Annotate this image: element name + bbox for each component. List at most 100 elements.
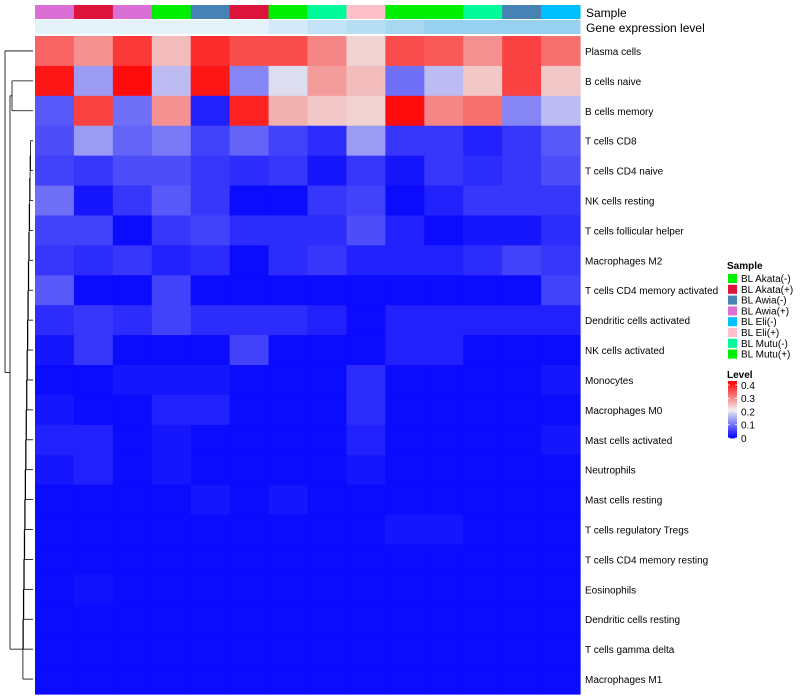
heatmap-cell <box>502 215 542 246</box>
row-label: T cells CD4 naive <box>585 167 664 178</box>
heatmap-cell <box>424 275 464 306</box>
heatmap-cell <box>151 514 192 546</box>
heatmap-cell <box>35 604 75 635</box>
row-label: Monocytes <box>585 376 633 387</box>
legend-level-gradient-step <box>728 420 737 423</box>
heatmap-cell <box>35 305 75 336</box>
heatmap-cell <box>35 484 75 516</box>
heatmap-cell <box>463 514 503 546</box>
legend-level-gradient-step <box>728 424 737 426</box>
legend-level-gradient-step <box>728 386 737 389</box>
heatmap-cell <box>385 544 425 575</box>
heatmap-cell <box>463 125 503 157</box>
heatmap-cell <box>229 484 270 516</box>
legend-level-gradient-step <box>728 406 737 408</box>
heatmap-cell <box>268 245 309 276</box>
legend-level-gradient-step <box>728 432 737 434</box>
heatmap-cell <box>73 125 114 157</box>
legend-sample-label: BL Akata(-) <box>741 274 791 285</box>
heatmap-cell <box>502 155 542 187</box>
heatmap-cell <box>229 65 270 97</box>
heatmap-cell <box>541 65 581 97</box>
heatmap-cell <box>268 484 309 516</box>
legend-level-gradient-step <box>728 431 737 433</box>
legend-level-gradient-step <box>728 404 737 407</box>
heatmap-cell <box>502 365 542 396</box>
heatmap-cell <box>346 305 386 336</box>
legend-level-gradient-step <box>728 381 737 383</box>
heatmap-cell <box>463 155 503 187</box>
gene-expression-annotation-cell <box>268 20 309 34</box>
heatmap-cell <box>424 155 464 187</box>
gene-expression-annotation-cell <box>385 20 425 34</box>
heatmap-cell <box>35 36 75 67</box>
row-label: T cells CD8 <box>585 137 637 148</box>
heatmap-cell <box>268 424 309 456</box>
heatmap-cell <box>385 125 425 157</box>
heatmap-cell <box>190 335 231 366</box>
legend-sample-label: BL Mutu(+) <box>741 350 790 361</box>
gene-expression-annotation-cell <box>190 20 231 34</box>
heatmap-cell <box>35 634 75 665</box>
heatmap-cell <box>541 245 581 276</box>
heatmap-cell <box>73 305 114 336</box>
sample-annotation-cell <box>268 5 309 19</box>
heatmap-cell <box>229 394 270 426</box>
heatmap-cell <box>190 245 231 276</box>
heatmap-cell <box>307 424 348 456</box>
heatmap-cell <box>73 365 114 396</box>
heatmap-cell <box>385 394 425 426</box>
legend-level-gradient-step <box>728 436 737 439</box>
heatmap-cell <box>35 424 75 456</box>
heatmap-cell <box>346 454 386 486</box>
heatmap-cell <box>268 394 309 426</box>
heatmap-cell <box>424 424 464 456</box>
heatmap-cell <box>385 36 425 67</box>
heatmap-cell <box>73 185 114 217</box>
heatmap-cell <box>151 95 192 127</box>
heatmap-cell <box>73 574 114 605</box>
heatmap-cell <box>190 454 231 486</box>
heatmap-cell <box>307 305 348 336</box>
heatmap-cell <box>73 65 114 97</box>
heatmap-cell <box>151 215 192 246</box>
heatmap-cell <box>385 155 425 187</box>
heatmap-cell <box>385 215 425 246</box>
heatmap-cell <box>268 275 309 306</box>
heatmap-cell <box>35 275 75 306</box>
heatmap-cell <box>346 574 386 605</box>
heatmap-cell <box>424 604 464 635</box>
row-label: B cells naive <box>585 77 642 88</box>
heatmap-cell <box>190 514 231 546</box>
heatmap-cell <box>112 245 153 276</box>
heatmap-cell <box>502 185 542 217</box>
legend-sample-label: BL Eli(+) <box>741 328 779 339</box>
legend-level-gradient-step <box>728 399 737 401</box>
heatmap-cell <box>346 604 386 635</box>
heatmap-cell <box>229 95 270 127</box>
heatmap-cell <box>35 95 75 127</box>
heatmap-cell <box>307 155 348 187</box>
heatmap-cell <box>190 215 231 246</box>
heatmap-cell <box>424 215 464 246</box>
heatmap-cell <box>541 454 581 486</box>
sample-annotation-cell <box>151 5 192 19</box>
heatmap-cell <box>35 394 75 426</box>
heatmap-cell <box>307 484 348 516</box>
heatmap-cell <box>346 335 386 366</box>
heatmap-cell <box>424 185 464 217</box>
legend-level-gradient-step <box>728 411 737 414</box>
heatmap-cell <box>229 424 270 456</box>
legend-level: Level 0.4 0.3 0.2 0.1 0 <box>727 370 755 445</box>
heatmap-cell <box>463 544 503 575</box>
gene-expression-annotation-cell <box>73 20 114 34</box>
heatmap-cell <box>463 185 503 217</box>
heatmap-cell <box>190 394 231 426</box>
heatmap-cell <box>190 275 231 306</box>
heatmap-cell <box>151 544 192 575</box>
heatmap-cell <box>463 335 503 366</box>
gene-expression-annotation-cell <box>502 20 542 34</box>
heatmap-cell <box>307 634 348 665</box>
heatmap-cell <box>73 424 114 456</box>
heatmap-cell <box>502 305 542 336</box>
